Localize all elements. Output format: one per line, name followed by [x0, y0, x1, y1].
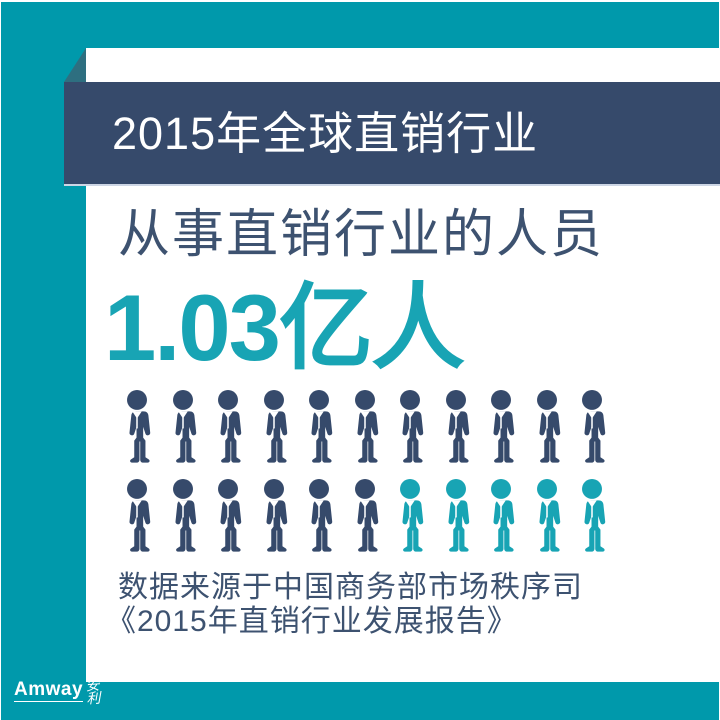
person-icon — [445, 478, 469, 552]
person-icon — [354, 478, 378, 552]
amway-logo: Amway 安 利 — [14, 676, 101, 706]
person-icon — [127, 478, 151, 552]
person-icon — [536, 478, 560, 552]
person-icon — [172, 389, 196, 463]
source-note: 数据来源于中国商务部市场秩序司 《2015年直销行业发展报告》 — [106, 571, 583, 638]
metric-label: 从事直销行业的人员 — [118, 206, 605, 264]
person-icon — [445, 389, 469, 463]
person-icon — [582, 478, 606, 552]
headline-value: 1.03亿人 — [104, 275, 465, 380]
pictogram-row — [118, 477, 611, 556]
pictogram-chart — [118, 388, 611, 556]
source-line-2: 《2015年直销行业发展报告》 — [106, 604, 518, 638]
person-icon — [263, 389, 287, 463]
person-icon — [218, 478, 242, 552]
person-icon — [218, 389, 242, 463]
amway-hanzi-bottom: 利 — [85, 689, 101, 707]
person-icon — [309, 478, 333, 552]
source-line-1: 数据来源于中国商务部市场秩序司 — [118, 571, 583, 604]
title-banner: 2015年全球直销行业 — [64, 82, 720, 186]
person-icon — [354, 389, 378, 463]
person-icon — [582, 389, 606, 463]
person-icon — [172, 478, 196, 552]
person-icon — [263, 478, 287, 552]
amway-wordmark: Amway — [14, 679, 84, 702]
person-icon — [127, 389, 151, 463]
pictogram-row — [118, 388, 611, 467]
person-icon — [400, 478, 424, 552]
person-icon — [309, 389, 333, 463]
person-icon — [491, 389, 515, 463]
banner-title: 2015年全球直销行业 — [112, 107, 539, 159]
person-icon — [400, 389, 424, 463]
person-icon — [536, 389, 560, 463]
person-icon — [491, 478, 515, 552]
amway-hanzi: 安 利 — [85, 677, 101, 707]
